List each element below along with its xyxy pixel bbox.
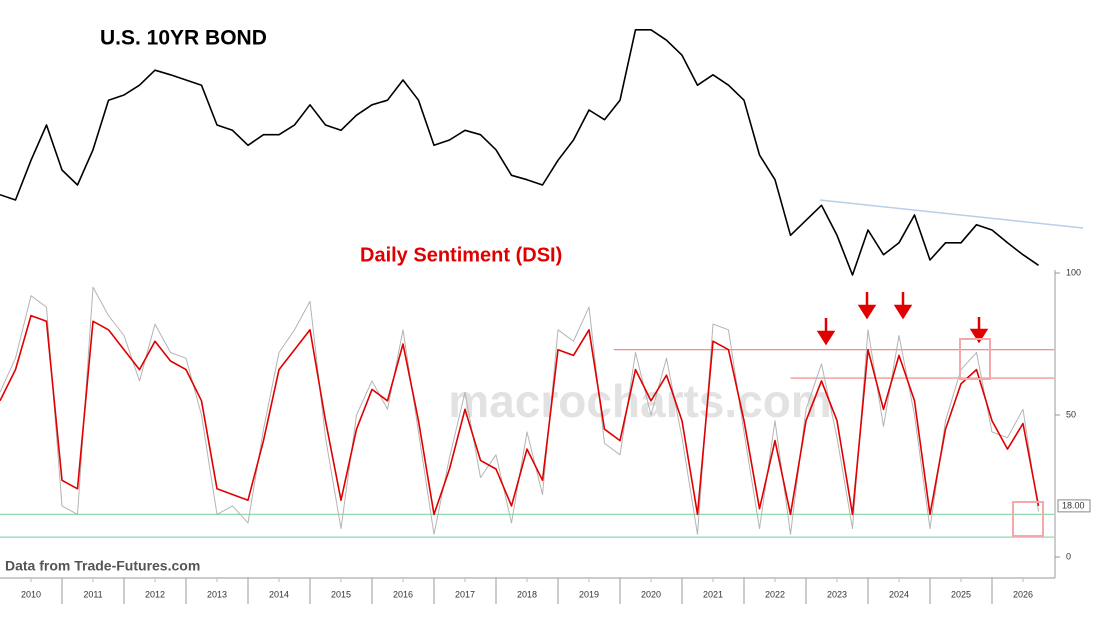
last-value-label: 18.00 xyxy=(1062,500,1085,510)
x-tick-label: 2011 xyxy=(83,589,102,599)
y-tick-label: 50 xyxy=(1066,409,1076,419)
watermark: macrocharts.com xyxy=(448,375,832,427)
plot-area xyxy=(0,29,1054,538)
trend-line xyxy=(819,199,1084,229)
x-tick-label: 2026 xyxy=(1013,589,1033,599)
x-tick-label: 2019 xyxy=(579,589,599,599)
x-tick-label: 2012 xyxy=(145,589,165,599)
x-tick-label: 2018 xyxy=(517,589,537,599)
x-tick-label: 2017 xyxy=(455,589,475,599)
y-tick-label: 0 xyxy=(1066,551,1071,561)
highlight-box xyxy=(959,338,991,380)
x-tick-label: 2020 xyxy=(641,589,661,599)
last-value-box xyxy=(1057,499,1091,513)
x-tick-label: 2015 xyxy=(331,589,351,599)
source-note: Data from Trade-Futures.com xyxy=(5,558,200,574)
x-tick-label: 2022 xyxy=(765,589,785,599)
x-tick-label: 2024 xyxy=(889,589,909,599)
x-tick-label: 2023 xyxy=(827,589,847,599)
series-line xyxy=(0,314,1040,516)
highlight-box xyxy=(1012,501,1044,537)
panel-title: Daily Sentiment (DSI) xyxy=(360,244,562,266)
x-tick-label: 2013 xyxy=(207,589,227,599)
x-tick-label: 2016 xyxy=(393,589,413,599)
y-tick-label: 100 xyxy=(1066,267,1081,277)
series-line xyxy=(0,29,1039,276)
x-tick-label: 2025 xyxy=(951,589,971,599)
x-tick-label: 2014 xyxy=(269,589,289,599)
x-tick-label: 2010 xyxy=(21,589,41,599)
arrows xyxy=(816,292,989,346)
chart-title: U.S. 10YR BOND xyxy=(100,27,267,50)
x-tick-label: 2021 xyxy=(703,589,723,599)
